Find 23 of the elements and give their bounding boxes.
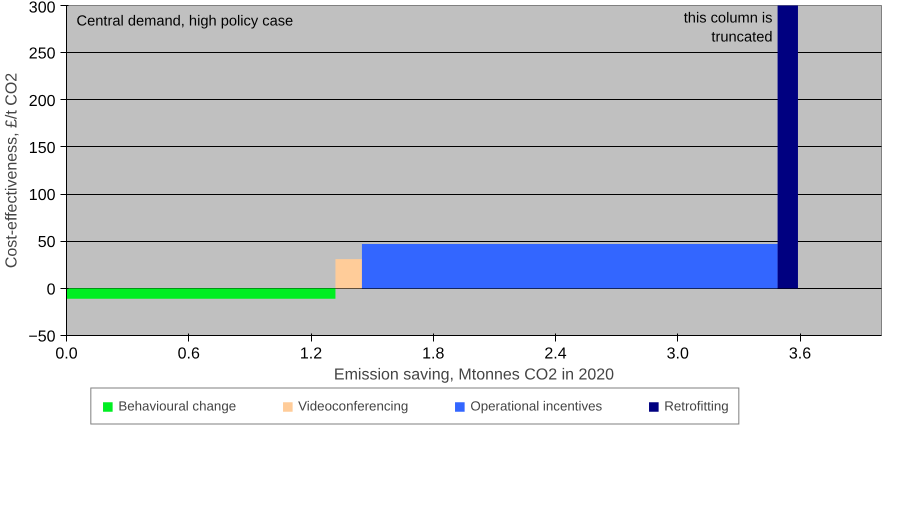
x-tick-label: 0.0 bbox=[55, 346, 78, 362]
x-tick-label: 2.4 bbox=[544, 346, 567, 362]
y-tick-label: 250 bbox=[28, 46, 56, 63]
y-tick-label: 0 bbox=[46, 281, 56, 298]
x-tick-label: 3.6 bbox=[788, 346, 812, 362]
y-tick-label: 300 bbox=[28, 0, 56, 16]
x-tick-label: 0.6 bbox=[178, 346, 200, 362]
y-tick-label: 150 bbox=[28, 140, 56, 157]
y-tick-label: −50 bbox=[28, 328, 56, 346]
x-tick-label: 3.0 bbox=[666, 346, 689, 362]
annotation: Central demand, high policy case bbox=[76, 14, 294, 30]
legend-label: Retrofitting bbox=[664, 398, 729, 414]
y-tick-label: 50 bbox=[38, 234, 56, 252]
x-tick-label: 1.2 bbox=[300, 346, 322, 362]
y-tick-label: 100 bbox=[28, 187, 56, 204]
x-tick-label: 1.8 bbox=[422, 346, 444, 362]
y-tick-label: 200 bbox=[28, 92, 56, 110]
legend-label: Behavioural change bbox=[118, 398, 236, 414]
legend-label: Videoconferencing bbox=[298, 398, 408, 414]
legend-label: Operational incentives bbox=[470, 398, 602, 414]
annotation: this column is truncated bbox=[684, 10, 773, 46]
y-axis-title: Cost-effectiveness, £/t CO2 bbox=[3, 72, 20, 268]
x-axis-title: Emission saving, Mtonnes CO2 in 2020 bbox=[334, 366, 614, 384]
